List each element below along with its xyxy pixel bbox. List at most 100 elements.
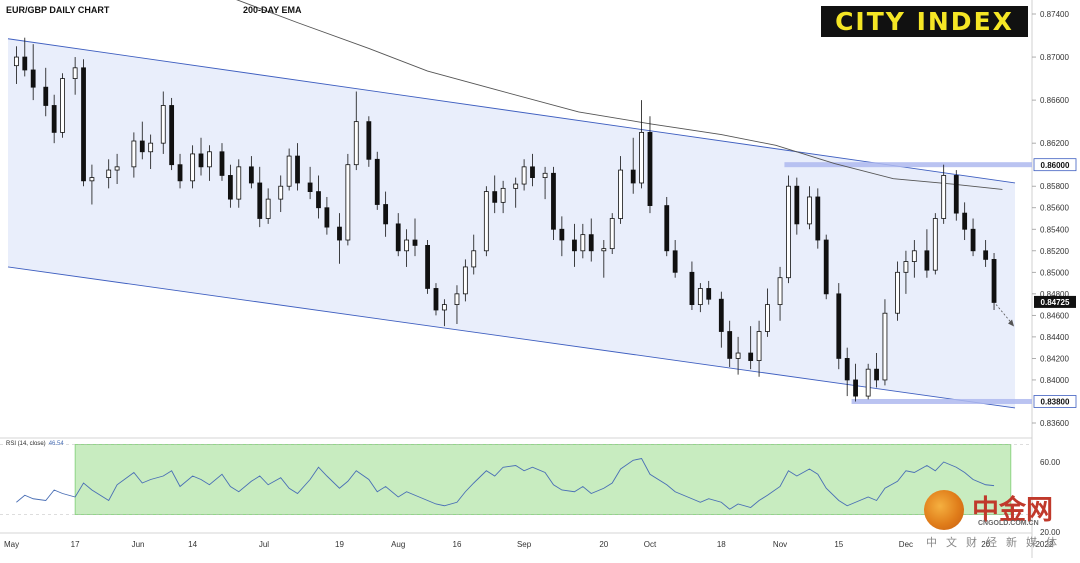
candle [353,91,359,171]
candle [236,159,242,208]
y-tick-label: 0.85200 [1040,247,1069,256]
candle-body [697,288,703,306]
candle-body [874,368,879,381]
candle [689,261,695,310]
candle [404,229,410,267]
candle-body [471,250,477,268]
candle [559,216,565,257]
rsi-tick-label: 20.00 [1040,528,1061,537]
candle [383,191,389,237]
candle [248,156,254,189]
x-tick-label: Sep [517,540,532,549]
candle [639,100,644,189]
y-tick-label: 0.87000 [1040,53,1069,62]
candle [777,266,783,321]
candle-body [786,185,791,279]
watermark-url: CNGOLD.COM.CN [978,520,1039,527]
candle [941,164,947,224]
candle [664,196,670,257]
candle [911,240,917,278]
candle-body [43,86,49,106]
candle-body [924,250,930,271]
candle [72,57,78,95]
candle-body [345,164,351,241]
candle [718,291,724,348]
candle [572,223,577,267]
chart-title: EUR/GBP DAILY CHART [6,5,110,15]
candle [307,166,313,200]
candle-body [13,56,19,67]
candle-body [337,226,342,241]
rsi-label: RSI (14, close) [6,441,46,447]
candle [483,186,489,257]
candle-body [462,266,468,295]
candle-body [991,258,997,303]
candle-body [630,169,636,184]
candle [882,299,888,386]
x-tick-label: 18 [717,540,726,549]
candle [618,156,624,224]
candle-body [404,239,410,252]
x-tick-label: 17 [71,540,80,549]
candle [433,283,439,316]
y-tick-label: 0.84400 [1040,333,1069,342]
candle [844,347,850,397]
candle-body [542,172,548,179]
candle-body [383,204,389,225]
candle-body [441,304,447,311]
candle [672,240,678,278]
candle-body [882,312,888,381]
y-tick-label: 0.84200 [1040,354,1069,363]
candle-body [139,140,145,153]
candle [500,180,506,214]
candle-body [114,166,120,171]
level-band-0 [784,162,1032,168]
candle-body [374,158,380,205]
x-tick-label: 2022 [1035,540,1053,549]
candle [647,116,653,214]
candle [395,213,401,257]
candle [89,164,95,205]
candle-body [689,271,695,306]
x-tick-label: 15 [834,540,843,549]
x-tick-label: May [4,540,19,549]
candle-body [22,56,28,71]
candle-body [307,182,313,192]
x-tick-label: Jul [259,540,269,549]
candle-body [366,121,372,160]
candle-body [903,261,909,273]
level-label-box-0 [1033,158,1077,172]
y-tick-label: 0.85600 [1040,204,1069,213]
candle-body [777,277,783,306]
candle [865,363,871,400]
candle-body [727,331,733,359]
candle-body [865,368,871,397]
candle-body [588,234,594,252]
candle-body [160,105,166,144]
candle [219,143,225,181]
candle-body [794,185,800,225]
candle [337,213,342,264]
candle [227,164,233,208]
rsi-tick-label: 60.00 [1040,458,1061,467]
candle [756,320,762,377]
candle [697,283,703,313]
watermark-footer: 中文财经新媒体 [926,537,1066,549]
ema-200-line [236,0,1003,190]
candle-body [647,131,653,206]
candle-body [483,191,489,252]
candle-body [353,121,359,166]
candle [836,283,842,370]
candle-body [895,271,900,314]
candle-body [72,67,78,79]
candle [316,175,321,219]
candle-body [601,248,607,252]
candle-body [962,212,968,230]
candle-body [177,164,183,182]
rsi-line [16,457,995,510]
y-tick-label: 0.87400 [1040,10,1069,19]
candle [60,73,65,138]
candle-body [911,250,917,262]
candle [471,234,477,275]
candle [991,252,997,310]
